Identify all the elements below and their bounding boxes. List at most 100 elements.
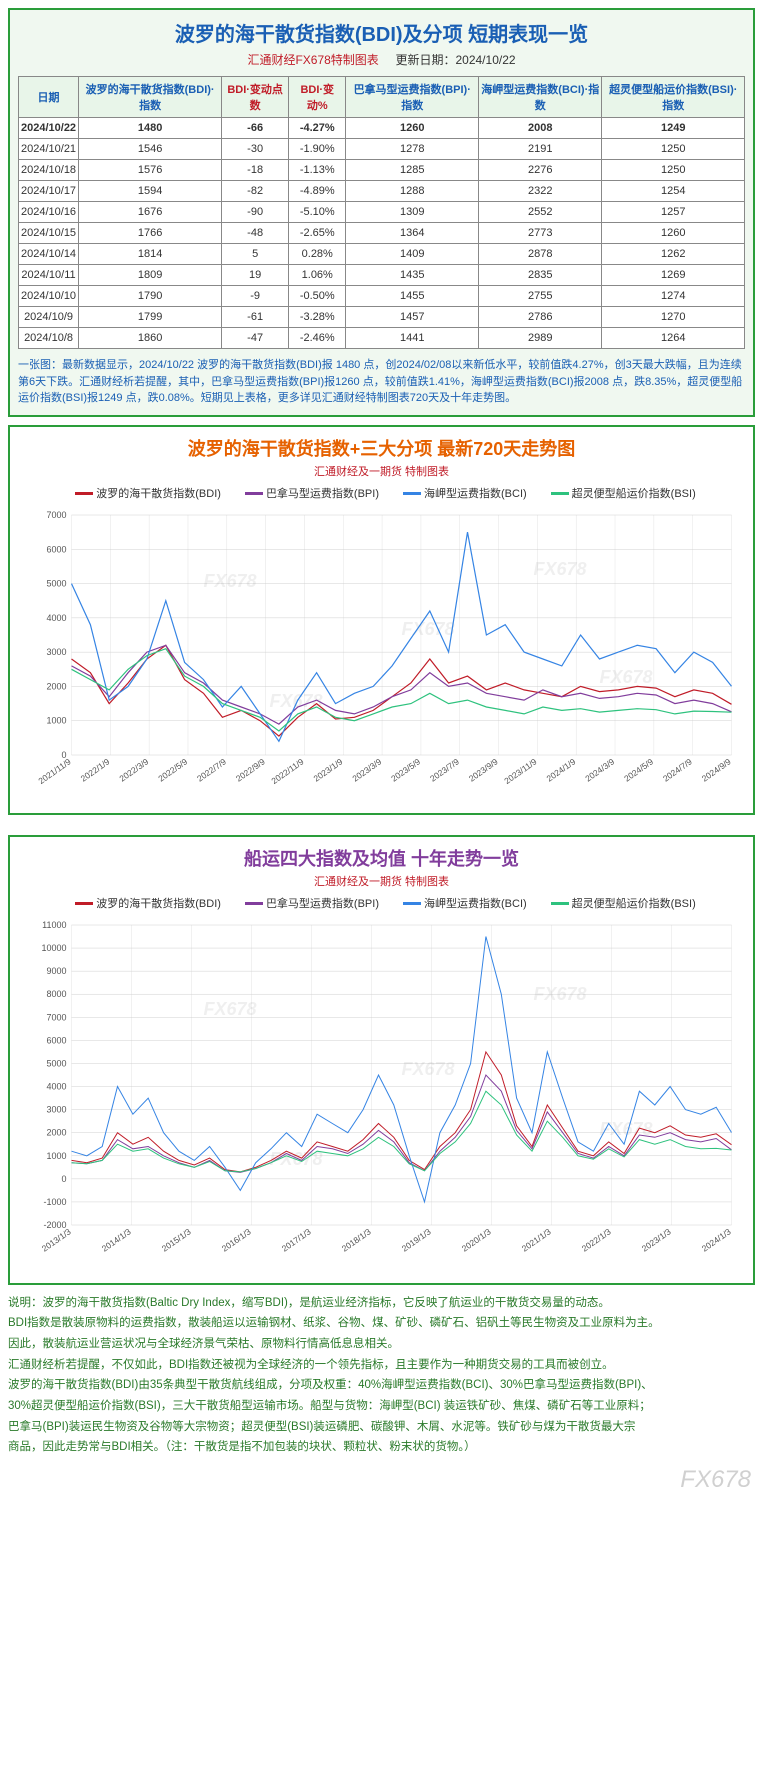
- table-cell: -61: [222, 307, 289, 328]
- svg-text:FX678: FX678: [204, 999, 257, 1019]
- table-row: 2024/10/91799-61-3.28%145727861270: [19, 307, 745, 328]
- table-cell: 2878: [479, 244, 602, 265]
- svg-text:5000: 5000: [46, 578, 66, 588]
- table-cell: 1594: [79, 181, 222, 202]
- description-line: 说明：波罗的海干散货指数(Baltic Dry Index，缩写BDI)，是航运…: [8, 1293, 755, 1314]
- table-cell: 2024/10/14: [19, 244, 79, 265]
- table-cell: 2755: [479, 286, 602, 307]
- table-cell: -18: [222, 160, 289, 181]
- svg-text:2013/1/3: 2013/1/3: [40, 1226, 73, 1253]
- svg-text:4000: 4000: [46, 612, 66, 622]
- svg-text:2024/1/3: 2024/1/3: [700, 1226, 733, 1253]
- table-cell: 1249: [602, 118, 745, 139]
- table-cell: -1.90%: [289, 139, 346, 160]
- legend-item: 波罗的海干散货指数(BDI): [67, 488, 221, 500]
- table-cell: -0.50%: [289, 286, 346, 307]
- table-cell: -30: [222, 139, 289, 160]
- table-cell: 1364: [346, 223, 479, 244]
- description-line: 30%超灵便型船运价指数(BSI)，三大干散货船型运输市场。船型与货物：海岬型(…: [8, 1396, 755, 1417]
- table-row: 2024/10/151766-48-2.65%136427731260: [19, 223, 745, 244]
- table-cell: 1790: [79, 286, 222, 307]
- chart-720-panel: 波罗的海干散货指数+三大分项 最新720天走势图 汇通财经及一期货 特制图表 波…: [8, 425, 755, 815]
- svg-text:2017/1/3: 2017/1/3: [280, 1226, 313, 1253]
- chart10y-svg: -2000-1000010002000300040005000600070008…: [18, 915, 745, 1275]
- table-cell: 2552: [479, 202, 602, 223]
- bdi-table-panel: 波罗的海干散货指数(BDI)及分项 短期表现一览 汇通财经FX678特制图表 更…: [8, 8, 755, 417]
- legend-item: 海岬型运费指数(BCI): [395, 898, 527, 910]
- table-cell: 1455: [346, 286, 479, 307]
- table-cell: 1270: [602, 307, 745, 328]
- table-cell: 2024/10/8: [19, 328, 79, 349]
- table-cell: 2191: [479, 139, 602, 160]
- svg-text:2015/1/3: 2015/1/3: [160, 1226, 193, 1253]
- svg-text:FX678: FX678: [600, 667, 653, 687]
- description-line: 因此，散装航运业营运状况与全球经济景气荣枯、原物料行情高低息息相关。: [8, 1334, 755, 1355]
- svg-text:4000: 4000: [46, 1081, 66, 1091]
- legend-item: 波罗的海干散货指数(BDI): [67, 898, 221, 910]
- table-cell: 2773: [479, 223, 602, 244]
- table-cell: 1799: [79, 307, 222, 328]
- table-cell: 2024/10/22: [19, 118, 79, 139]
- table-row: 2024/10/111809191.06%143528351269: [19, 265, 745, 286]
- table-row: 2024/10/221480-66-4.27%126020081249: [19, 118, 745, 139]
- svg-text:2023/5/9: 2023/5/9: [389, 756, 422, 783]
- svg-text:5000: 5000: [46, 1058, 66, 1068]
- svg-text:2024/7/9: 2024/7/9: [661, 756, 694, 783]
- table-cell: 2835: [479, 265, 602, 286]
- table-cell: 1860: [79, 328, 222, 349]
- table-cell: 2024/10/18: [19, 160, 79, 181]
- description-line: 波罗的海干散货指数(BDI)由35条典型干散货航线组成，分项及权重：40%海岬型…: [8, 1375, 755, 1396]
- svg-text:1000: 1000: [46, 715, 66, 725]
- svg-text:2024/9/9: 2024/9/9: [700, 756, 733, 783]
- table-header-cell: 波罗的海干散货指数(BDI)·指数: [79, 77, 222, 118]
- table-row: 2024/10/181576-18-1.13%128522761250: [19, 160, 745, 181]
- table-cell: -3.28%: [289, 307, 346, 328]
- table-cell: 1480: [79, 118, 222, 139]
- svg-text:2020/1/3: 2020/1/3: [460, 1226, 493, 1253]
- table-cell: 1274: [602, 286, 745, 307]
- table-cell: 2024/10/11: [19, 265, 79, 286]
- table-cell: 2024/10/10: [19, 286, 79, 307]
- table-row: 2024/10/81860-47-2.46%144129891264: [19, 328, 745, 349]
- svg-text:8000: 8000: [46, 989, 66, 999]
- table-cell: 0.28%: [289, 244, 346, 265]
- table-cell: 1435: [346, 265, 479, 286]
- table-cell: 1766: [79, 223, 222, 244]
- chart720-subtitle: 汇通财经及一期货 特制图表: [18, 463, 745, 479]
- chart10y-legend: 波罗的海干散货指数(BDI)巴拿马型运费指数(BPI)海岬型运费指数(BCI)超…: [18, 895, 745, 911]
- svg-text:2023/11/9: 2023/11/9: [502, 756, 538, 786]
- table-cell: 1.06%: [289, 265, 346, 286]
- chart720-title: 波罗的海干散货指数+三大分项 最新720天走势图: [18, 435, 745, 461]
- svg-text:FX678: FX678: [402, 1059, 455, 1079]
- svg-text:FX678: FX678: [534, 559, 587, 579]
- chart-10y-panel: 船运四大指数及均值 十年走势一览 汇通财经及一期货 特制图表 波罗的海干散货指数…: [8, 835, 755, 1285]
- description-line: BDI指数是散装原物料的运费指数，散装船运以运输钢材、纸浆、谷物、煤、矿砂、磷矿…: [8, 1313, 755, 1334]
- legend-swatch: [75, 492, 93, 495]
- svg-text:2023/3/9: 2023/3/9: [350, 756, 383, 783]
- table-cell: -48: [222, 223, 289, 244]
- table-cell: 2024/10/17: [19, 181, 79, 202]
- table-row: 2024/10/171594-82-4.89%128823221254: [19, 181, 745, 202]
- svg-text:2022/9/9: 2022/9/9: [234, 756, 267, 783]
- svg-text:1000: 1000: [46, 1150, 66, 1160]
- svg-text:2018/1/3: 2018/1/3: [340, 1226, 373, 1253]
- table-cell: -9: [222, 286, 289, 307]
- svg-text:2000: 2000: [46, 1127, 66, 1137]
- subtitle-prefix: 汇通财经FX678特制图表: [247, 53, 378, 67]
- legend-swatch: [403, 902, 421, 905]
- description-line: 商品，因此走势常与BDI相关。（注：干散货是指不加包装的块状、颗粒状、粉末状的货…: [8, 1437, 755, 1458]
- table-cell: 5: [222, 244, 289, 265]
- svg-text:-1000: -1000: [43, 1196, 66, 1206]
- bdi-data-table: 日期波罗的海干散货指数(BDI)·指数BDI·变动点数BDI·变动%巴拿马型运费…: [18, 76, 745, 349]
- table-cell: 2322: [479, 181, 602, 202]
- chart10y-subtitle: 汇通财经及一期货 特制图表: [18, 873, 745, 889]
- table-cell: -66: [222, 118, 289, 139]
- svg-text:7000: 7000: [46, 510, 66, 520]
- table-cell: 2024/10/9: [19, 307, 79, 328]
- svg-text:2016/1/3: 2016/1/3: [220, 1226, 253, 1253]
- subtitle-date: 2024/10/22: [455, 53, 515, 67]
- table-cell: 1676: [79, 202, 222, 223]
- svg-text:10000: 10000: [41, 943, 66, 953]
- svg-text:2019/1/3: 2019/1/3: [400, 1226, 433, 1253]
- table-cell: -90: [222, 202, 289, 223]
